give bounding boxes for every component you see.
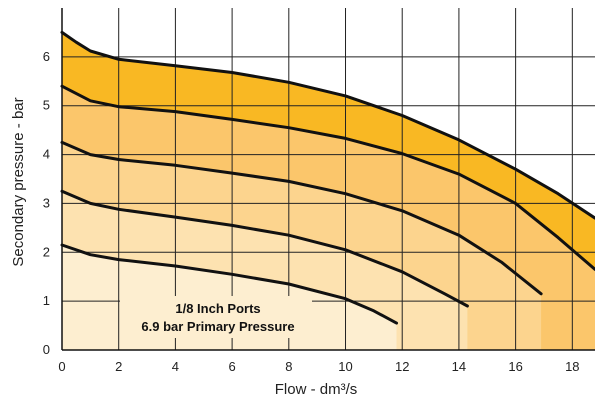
- y-tick-label: 2: [43, 244, 50, 259]
- x-tick-label: 0: [58, 359, 65, 374]
- annotation-background: [120, 296, 312, 338]
- pressure-curve-5: [60, 30, 595, 220]
- x-tick-label: 16: [508, 359, 522, 374]
- annotation-ports: 1/8 Inch Ports: [175, 301, 260, 316]
- x-tick-label: 4: [172, 359, 179, 374]
- y-tick-label: 5: [43, 98, 50, 113]
- axes: [61, 8, 595, 351]
- pressure-curve-2: [60, 189, 469, 308]
- x-tick-label: 10: [338, 359, 352, 374]
- pressure-curves: [60, 30, 595, 325]
- x-tick-label: 14: [452, 359, 466, 374]
- y-tick-label: 1: [43, 293, 50, 308]
- x-tick-label: 2: [115, 359, 122, 374]
- y-tick-label: 6: [43, 49, 50, 64]
- pressure-curve-3: [60, 140, 543, 296]
- y-axis-label: Secondary pressure - bar: [10, 97, 27, 266]
- x-tick-label: 18: [565, 359, 579, 374]
- grid-lines: [62, 8, 595, 350]
- annotation-primary-pressure: 6.9 bar Primary Pressure: [141, 319, 294, 334]
- y-tick-label: 3: [43, 195, 50, 210]
- x-tick-label: 8: [285, 359, 292, 374]
- x-tick-label: 12: [395, 359, 409, 374]
- y-tick-label: 4: [43, 147, 50, 162]
- x-axis-label: Flow - dm³/s: [275, 381, 358, 398]
- x-tick-label: 6: [228, 359, 235, 374]
- pressure-curve-1: [60, 243, 398, 325]
- y-tick-label: 0: [43, 342, 50, 357]
- pressure-curve-4: [60, 84, 595, 271]
